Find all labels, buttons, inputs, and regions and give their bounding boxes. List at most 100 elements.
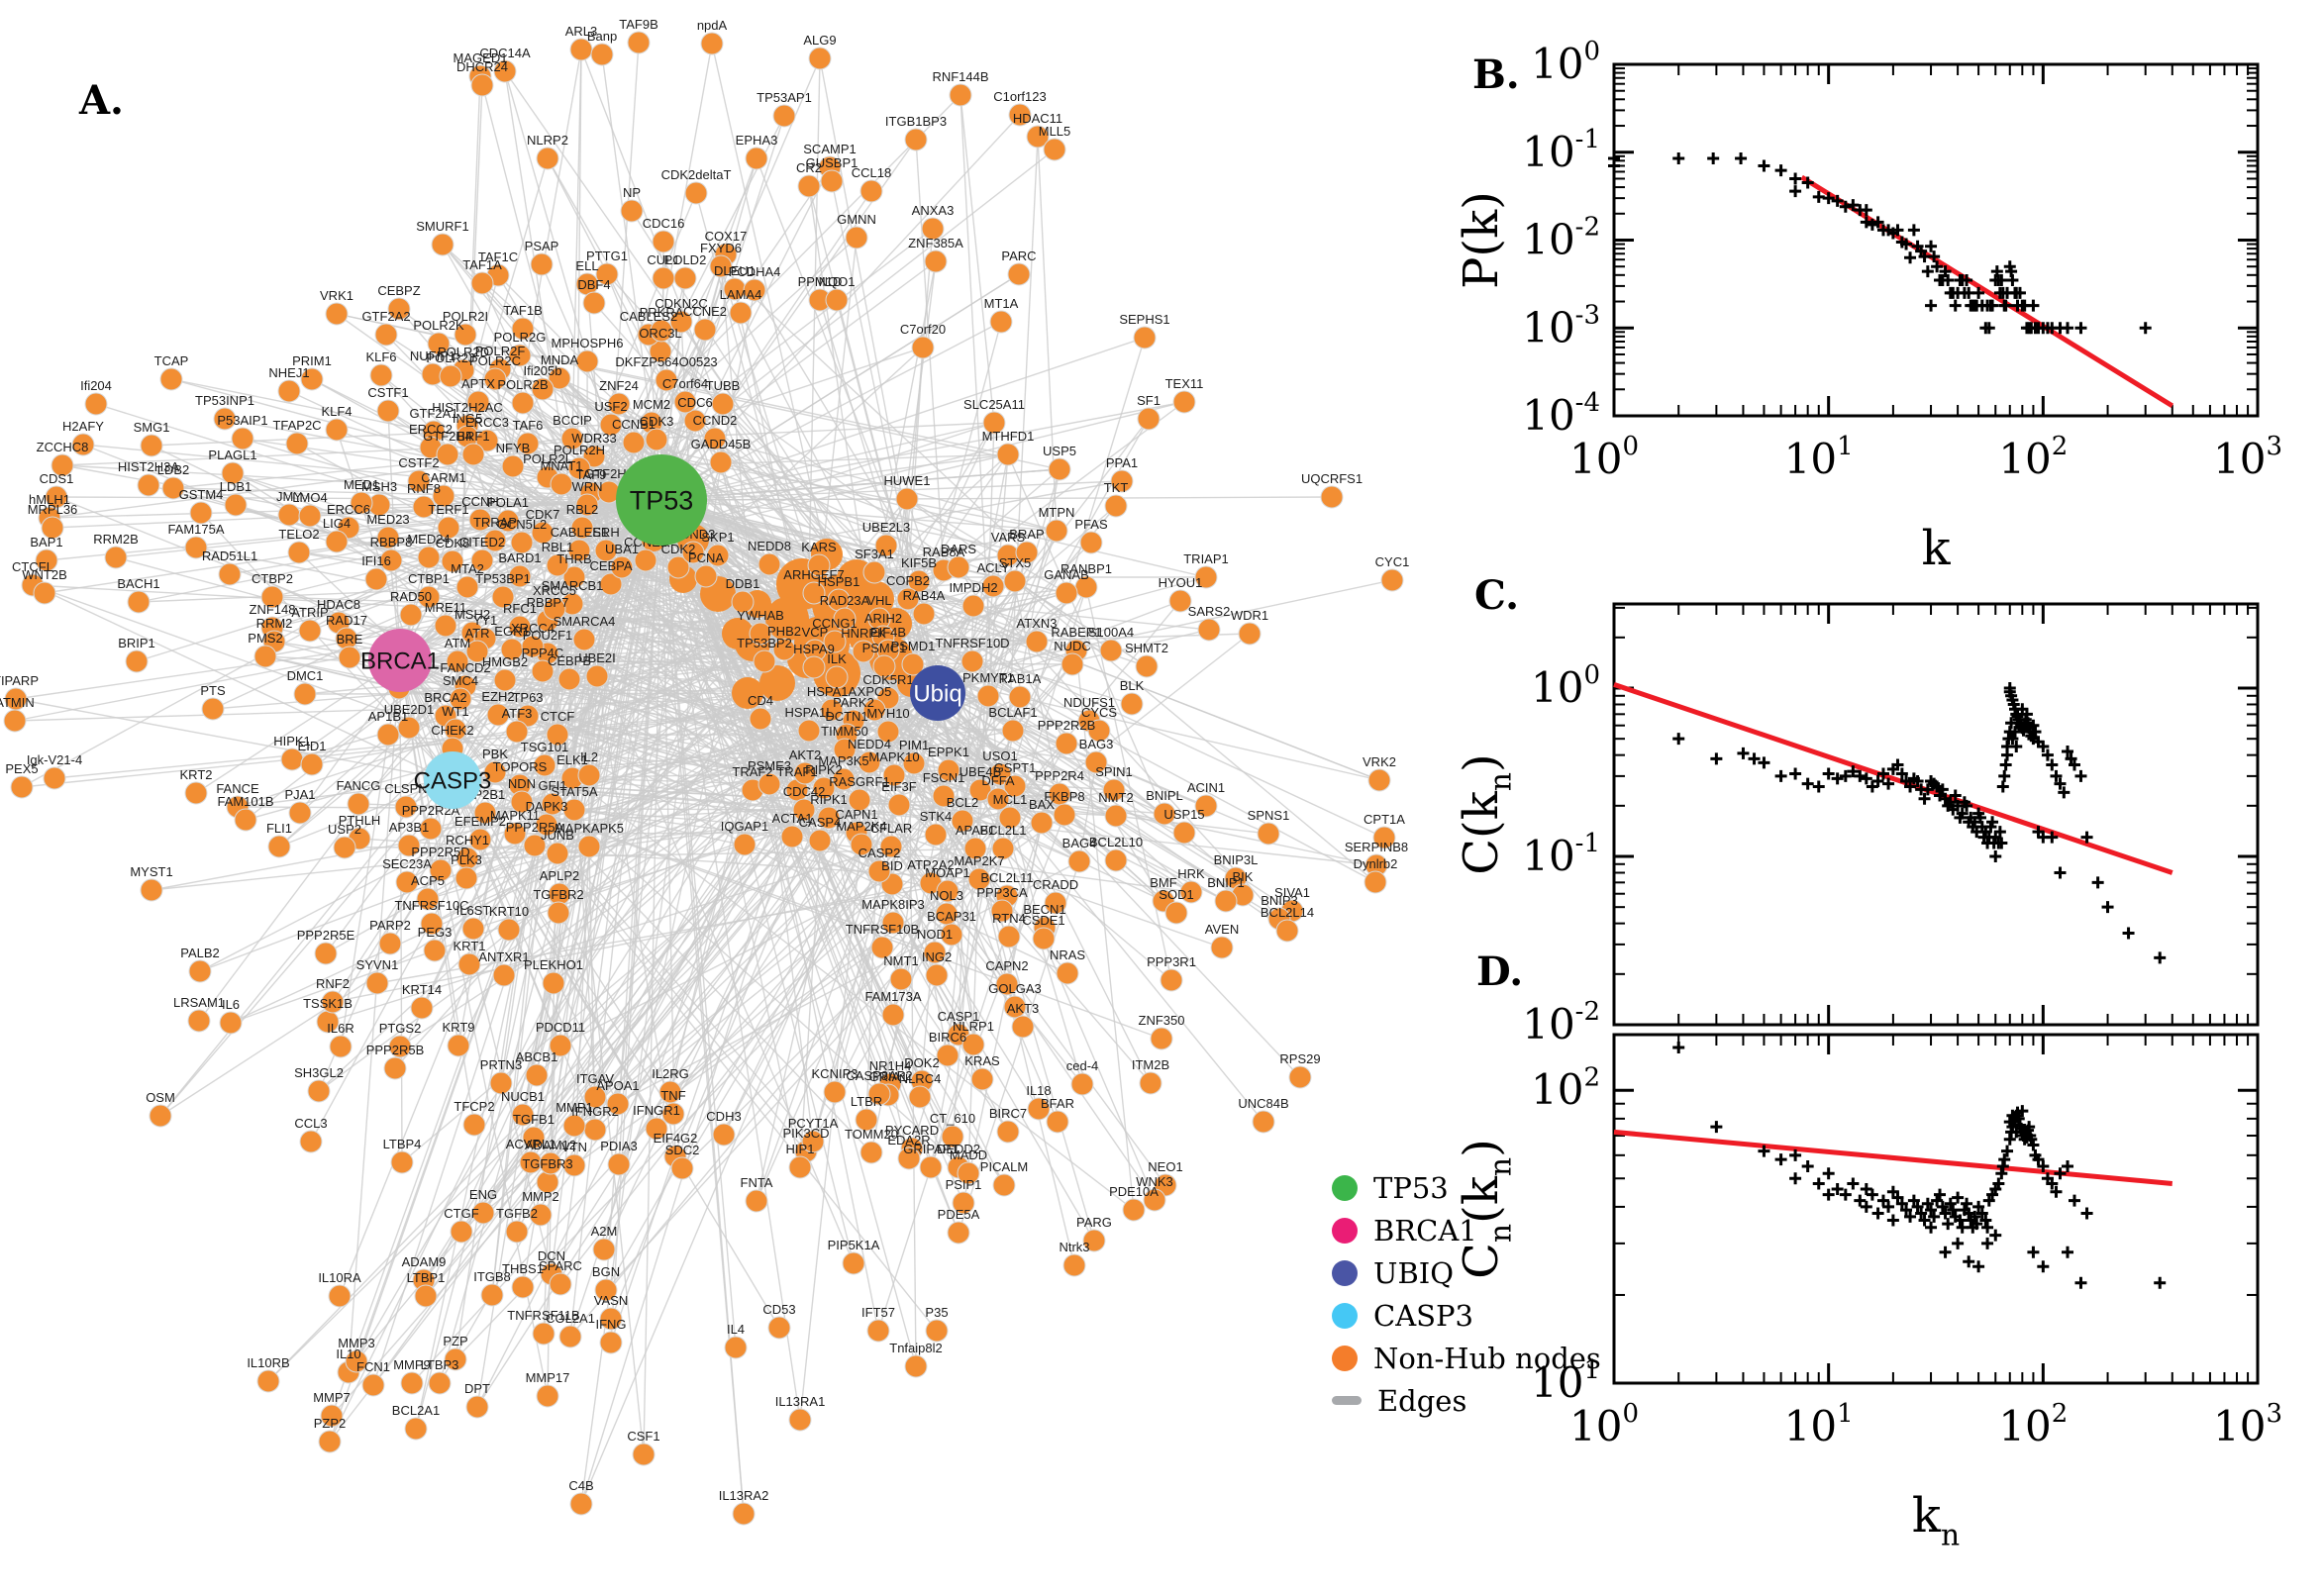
network-node[interactable] <box>184 536 208 559</box>
network-node[interactable] <box>743 278 766 302</box>
network-node[interactable] <box>189 501 213 525</box>
network-node[interactable] <box>557 667 581 691</box>
network-node[interactable] <box>184 781 208 805</box>
network-node[interactable] <box>858 750 881 774</box>
network-node[interactable] <box>731 590 755 614</box>
network-node[interactable] <box>845 226 868 249</box>
network-node[interactable] <box>932 784 956 808</box>
network-node[interactable] <box>397 716 421 740</box>
network-node[interactable] <box>470 73 494 97</box>
network-node[interactable] <box>1053 803 1076 827</box>
network-node[interactable] <box>961 594 985 618</box>
network-node[interactable] <box>1168 589 1192 613</box>
network-node[interactable] <box>988 762 1012 786</box>
network-node[interactable] <box>823 630 847 653</box>
network-node[interactable] <box>895 487 919 511</box>
network-node[interactable] <box>417 585 441 609</box>
network-node[interactable] <box>505 720 529 744</box>
network-node[interactable] <box>530 252 554 276</box>
network-node[interactable] <box>825 665 849 689</box>
network-node[interactable] <box>693 318 717 342</box>
network-node[interactable] <box>758 552 781 576</box>
network-node[interactable] <box>577 763 601 787</box>
network-node[interactable] <box>293 682 317 706</box>
network-node[interactable] <box>848 788 871 812</box>
network-node[interactable] <box>1055 581 1078 605</box>
network-node[interactable] <box>1003 995 1027 1019</box>
network-node[interactable] <box>376 526 400 549</box>
network-node[interactable] <box>981 574 1005 598</box>
network-node[interactable] <box>595 262 619 286</box>
network-node[interactable] <box>850 833 873 856</box>
network-node[interactable] <box>1032 927 1056 950</box>
network-node[interactable] <box>161 476 185 500</box>
network-node[interactable] <box>1257 822 1280 846</box>
network-node[interactable] <box>533 753 556 777</box>
network-node[interactable] <box>546 723 569 747</box>
network-node[interactable] <box>949 83 972 107</box>
network-node[interactable] <box>666 555 690 579</box>
network-node[interactable] <box>832 767 856 791</box>
network-node[interactable] <box>908 1085 932 1109</box>
network-node[interactable] <box>454 323 477 347</box>
network-node[interactable] <box>1087 719 1111 743</box>
network-node[interactable] <box>510 531 534 554</box>
network-node[interactable] <box>1172 821 1196 845</box>
network-node[interactable] <box>531 521 555 545</box>
network-node[interactable] <box>881 1003 905 1027</box>
network-node[interactable] <box>427 332 451 355</box>
network-node[interactable] <box>711 392 735 416</box>
network-node[interactable] <box>521 635 545 658</box>
network-node[interactable] <box>1164 901 1188 925</box>
network-node[interactable] <box>1380 568 1404 592</box>
network-node[interactable] <box>986 787 1010 811</box>
network-node[interactable] <box>466 390 490 414</box>
network-node[interactable] <box>550 472 573 496</box>
network-node[interactable] <box>1153 802 1176 826</box>
network-node[interactable] <box>84 392 108 416</box>
network-node[interactable] <box>1043 138 1066 161</box>
network-node[interactable] <box>33 581 56 605</box>
network-node[interactable] <box>924 823 948 847</box>
network-node[interactable] <box>610 555 634 579</box>
network-node[interactable] <box>127 590 151 614</box>
network-node[interactable] <box>437 516 460 540</box>
network-node[interactable] <box>817 806 841 830</box>
network-node[interactable] <box>575 493 599 517</box>
network-node[interactable] <box>1194 794 1218 818</box>
network-node[interactable] <box>1015 541 1039 564</box>
network-node[interactable] <box>570 516 594 540</box>
network-node[interactable] <box>1214 889 1238 913</box>
network-node[interactable] <box>374 323 398 347</box>
network-node[interactable] <box>961 1033 985 1056</box>
network-node[interactable] <box>820 169 844 193</box>
network-node[interactable] <box>995 972 1019 996</box>
network-node[interactable] <box>125 649 149 673</box>
network-node[interactable] <box>338 646 361 669</box>
network-node[interactable] <box>1060 652 1084 676</box>
network-node[interactable] <box>1104 804 1128 828</box>
network-node[interactable] <box>288 801 312 825</box>
network-node[interactable] <box>1007 262 1031 286</box>
network-node[interactable] <box>394 795 418 819</box>
network-node[interactable] <box>882 763 906 787</box>
network-node[interactable] <box>1135 654 1159 678</box>
network-node[interactable] <box>709 254 733 278</box>
network-node[interactable] <box>990 899 1014 923</box>
network-node[interactable] <box>1238 622 1262 646</box>
network-node[interactable] <box>1179 880 1203 904</box>
network-node[interactable] <box>862 560 886 584</box>
network-node[interactable] <box>577 835 601 858</box>
network-node[interactable] <box>572 628 596 651</box>
network-node[interactable] <box>1001 719 1025 743</box>
network-node[interactable] <box>923 941 947 964</box>
network-node[interactable] <box>681 541 705 564</box>
network-node[interactable] <box>585 664 609 688</box>
network-node[interactable] <box>562 565 586 589</box>
network-node[interactable] <box>684 181 708 205</box>
network-node[interactable] <box>590 43 614 66</box>
network-node[interactable] <box>807 553 831 577</box>
network-node[interactable] <box>379 549 403 572</box>
network-node[interactable] <box>901 652 925 676</box>
network-node[interactable] <box>976 684 1000 708</box>
